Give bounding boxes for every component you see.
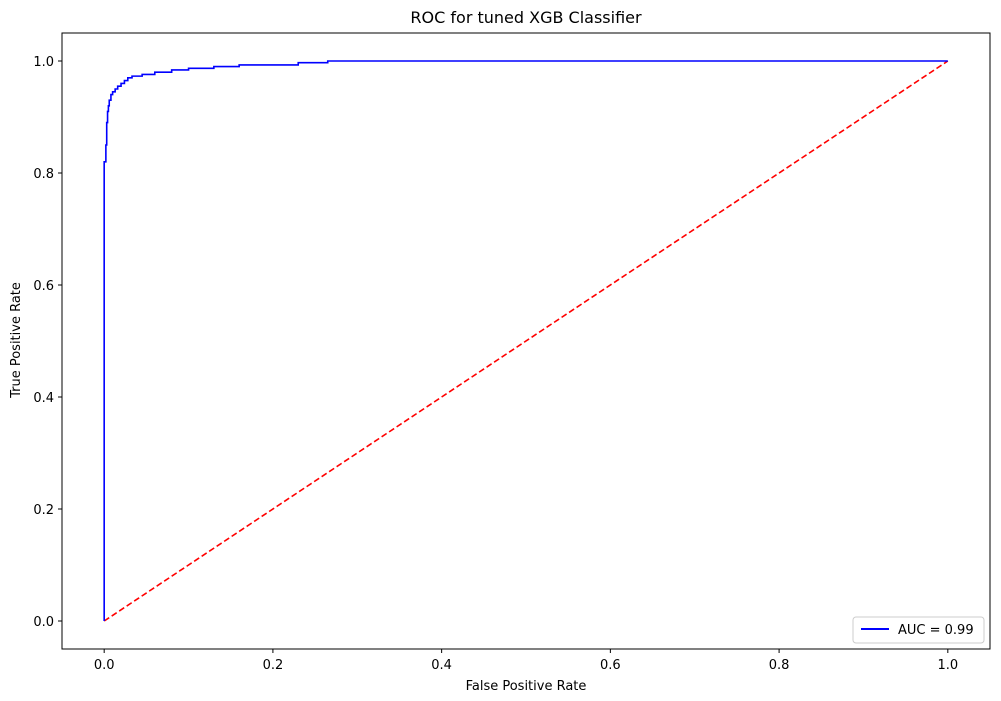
y-tick-label: 0.2 [33,503,54,518]
chart-title: ROC for tuned XGB Classifier [410,8,642,27]
y-tick-label: 0.8 [33,167,54,182]
series-layer [103,60,949,622]
legend-box [852,616,985,644]
x-tick-label: 0.4 [431,658,452,673]
chance-diagonal-line [103,60,949,622]
y-tick-label: 1.0 [33,55,54,70]
x-tick-label: 0.8 [769,658,790,673]
y-tick-label: 0.6 [33,279,54,294]
y-axis-label: True Positive Rate [9,282,24,399]
plot-area [61,32,991,650]
x-axis-label: False Positive Rate [466,679,587,694]
x-tick-label: 1.0 [937,658,958,673]
x-tick-label: 0.2 [263,658,284,673]
roc-curve-line [103,60,948,621]
axes-frame [61,32,991,650]
y-axis-ticks: 0.0 0.2 0.4 0.6 0.8 1.0 [33,55,62,630]
legend-label: AUC = 0.99 [898,623,974,638]
x-axis-ticks: 0.0 0.2 0.4 0.6 0.8 1.0 [94,649,958,673]
x-tick-label: 0.6 [600,658,621,673]
legend: AUC = 0.99 [852,616,985,644]
x-tick-label: 0.0 [94,658,115,673]
y-tick-label: 0.0 [33,615,54,630]
y-tick-label: 0.4 [33,391,54,406]
